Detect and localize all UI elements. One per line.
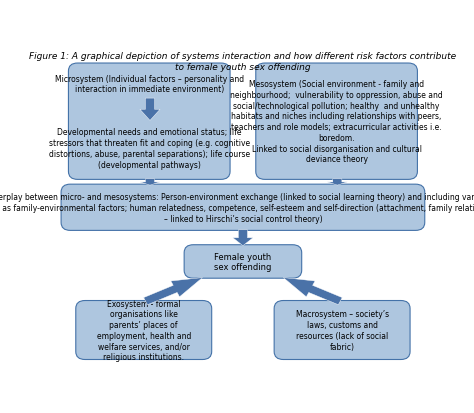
Text: Figure 1: A graphical depiction of systems interaction and how different risk fa: Figure 1: A graphical depiction of syste… [29,52,456,71]
Text: Macrosystem – society’s
laws, customs and
resources (lack of social
fabric): Macrosystem – society’s laws, customs an… [296,310,389,351]
Text: Exosystem - formal
organisations like
parents’ places of
employment, health and
: Exosystem - formal organisations like pa… [97,299,191,361]
Polygon shape [283,278,342,305]
FancyBboxPatch shape [274,301,410,360]
FancyBboxPatch shape [184,245,301,278]
FancyBboxPatch shape [61,185,425,231]
Polygon shape [140,99,160,121]
Polygon shape [140,179,160,186]
Text: Microsystem (Individual factors – personality and
interaction in immediate envir: Microsystem (Individual factors – person… [49,74,250,169]
Polygon shape [144,278,202,305]
Text: Female youth
sex offending: Female youth sex offending [214,252,272,272]
Text: Mesosystem (Social environment - family and
neighbourhood;  vulnerability to opp: Mesosystem (Social environment - family … [230,80,443,164]
FancyBboxPatch shape [76,301,212,360]
Polygon shape [327,179,347,186]
FancyBboxPatch shape [256,64,418,180]
Text: Interplay between micro- and mesosystems: Person-environment exchange (linked to: Interplay between micro- and mesosystems… [0,192,474,223]
Polygon shape [233,230,253,246]
FancyBboxPatch shape [68,64,230,180]
